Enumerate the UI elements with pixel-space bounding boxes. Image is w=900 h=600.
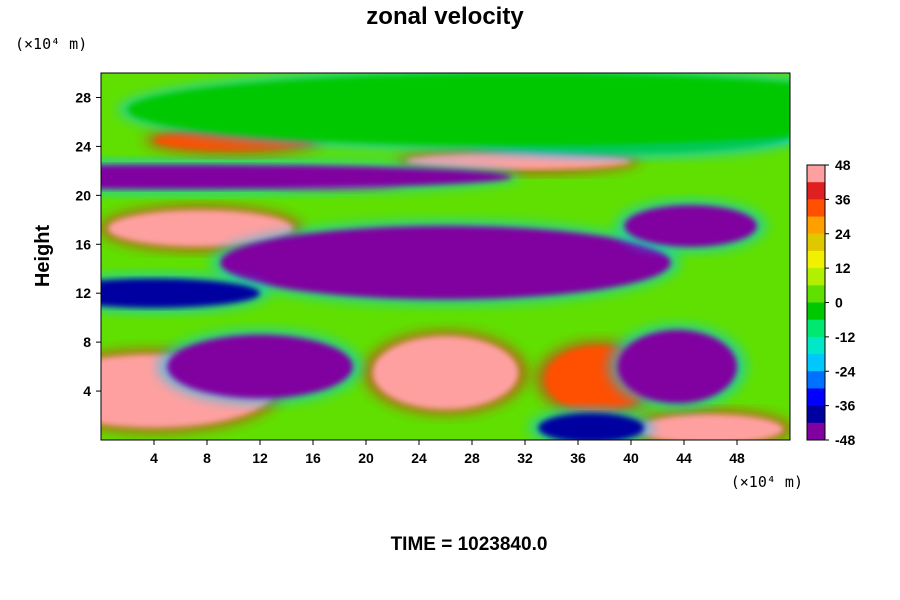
y-tick-label: 12 (75, 285, 91, 301)
x-tick-label: 4 (150, 450, 158, 466)
velocity-region (107, 210, 294, 247)
colorbar-segment (807, 250, 825, 269)
y-tick-label: 20 (75, 187, 91, 203)
colorbar-segment (807, 336, 825, 355)
chart-title: zonal velocity (366, 3, 524, 30)
colorbar-tick-label: 36 (835, 191, 851, 207)
colorbar-segment (807, 199, 825, 218)
x-tick-label: 32 (517, 450, 533, 466)
y-axis: 4 8 12 16 20 24 28 (75, 89, 101, 399)
colorbar-tick-label: -48 (835, 432, 855, 448)
velocity-region (167, 334, 353, 399)
y-tick-label: 8 (83, 334, 91, 350)
x-tick-label: 16 (305, 450, 321, 466)
x-tick-label: 24 (411, 450, 427, 466)
colorbar-segment (807, 405, 825, 424)
velocity-region (101, 164, 512, 190)
y-axis-unit: (×10⁴ m) (15, 35, 87, 53)
colorbar-segment (807, 268, 825, 286)
y-tick-label: 28 (75, 89, 91, 105)
colorbar-tick-label: -12 (835, 329, 855, 345)
velocity-region (372, 336, 519, 410)
velocity-region (127, 73, 790, 147)
colorbar-segment (807, 371, 825, 389)
x-tick-label: 36 (570, 450, 586, 466)
colorbar-segment (807, 319, 825, 338)
colorbar-segment (807, 233, 825, 252)
velocity-field (101, 73, 790, 440)
velocity-region (624, 205, 757, 247)
colorbar: 48 36 24 12 0 -12 -24 -36 -48 (806, 157, 855, 448)
time-label: TIME = 1023840.0 (391, 534, 548, 555)
x-axis: 4 8 12 16 20 24 28 32 36 40 44 48 (150, 440, 745, 466)
x-tick-label: 28 (464, 450, 480, 466)
colorbar-tick-label: -36 (835, 398, 855, 414)
colorbar-segment (807, 285, 825, 303)
x-tick-label: 40 (623, 450, 639, 466)
y-tick-label: 16 (75, 236, 91, 252)
x-axis-unit: (×10⁴ m) (731, 473, 803, 491)
colorbar-segment (807, 182, 825, 200)
velocity-region (538, 413, 645, 440)
colorbar-segment (807, 216, 825, 235)
colorbar-segment (807, 354, 825, 372)
colorbar-segment (807, 302, 825, 321)
x-tick-label: 8 (203, 450, 211, 466)
colorbar-segment (807, 422, 825, 441)
velocity-region (101, 278, 260, 308)
y-axis-label: Height (32, 225, 54, 288)
x-tick-label: 44 (676, 450, 692, 466)
x-tick-label: 48 (729, 450, 745, 466)
colorbar-segment (807, 165, 825, 183)
colorbar-tick-label: -24 (835, 363, 855, 379)
velocity-region (617, 329, 737, 404)
x-tick-label: 20 (358, 450, 374, 466)
colorbar-tick-label: 12 (835, 260, 851, 276)
velocity-region (637, 414, 784, 440)
colorbar-segment (807, 388, 825, 407)
y-tick-label: 4 (83, 383, 91, 399)
colorbar-tick-label: 0 (835, 295, 843, 311)
plot-area (100, 72, 791, 441)
velocity-region (220, 225, 671, 300)
x-tick-label: 12 (252, 450, 268, 466)
colorbar-tick-label: 48 (835, 157, 851, 173)
y-tick-label: 24 (75, 138, 91, 154)
colorbar-tick-label: 24 (835, 226, 851, 242)
plot-frame (100, 72, 791, 441)
